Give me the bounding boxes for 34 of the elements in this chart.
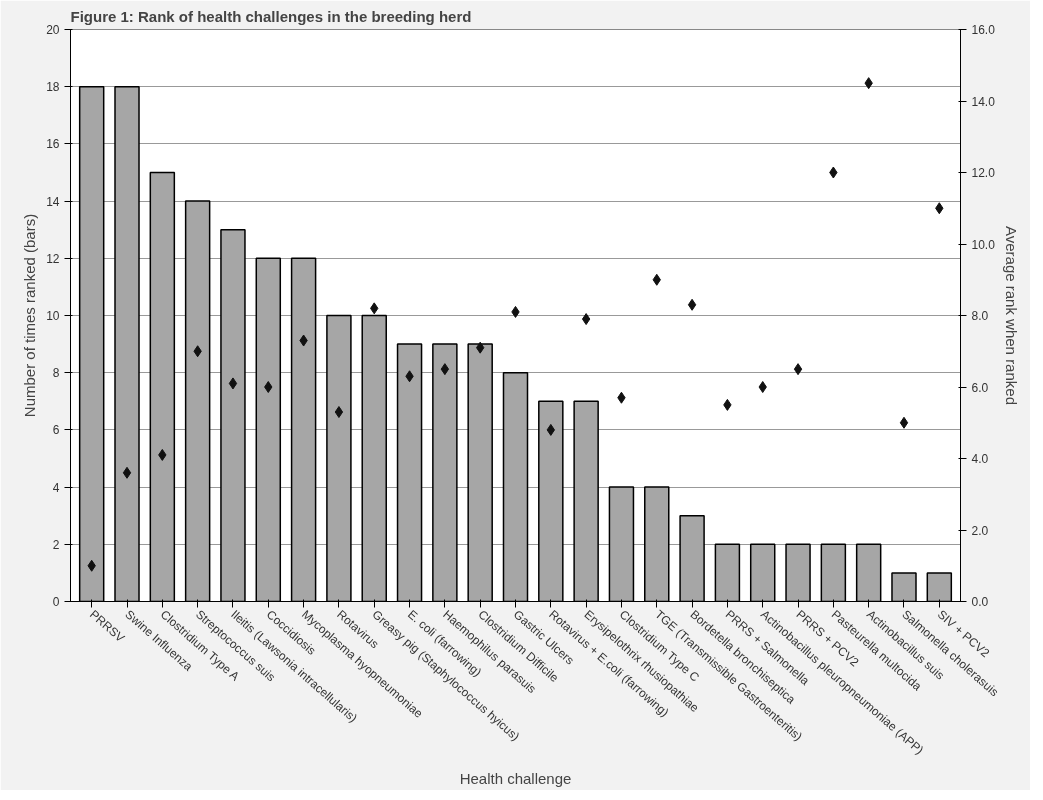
point (581, 313, 591, 326)
point (793, 363, 803, 376)
point (758, 381, 767, 393)
y-tick-label: 2 (52, 537, 60, 552)
y-tick-label: 14 (46, 194, 60, 209)
y2-tick-label: 16.0 (971, 23, 996, 37)
y2-tick-label: 8.0 (971, 309, 989, 323)
point (264, 381, 273, 393)
y-tick-label: 10 (46, 309, 60, 323)
y2-tick-label: 0.0 (971, 595, 989, 609)
y-tick-label: 4 (52, 480, 60, 495)
y-tick-label: 16 (46, 137, 60, 152)
y-tick-label: 18 (46, 80, 60, 95)
y2-tick-label: 4.0 (971, 452, 989, 466)
point (899, 416, 909, 429)
y-tick-label: 20 (46, 23, 60, 37)
x-axis-title: Health challenge (459, 770, 572, 788)
y-tick-label: 0 (52, 595, 60, 609)
point (228, 377, 238, 390)
y-tick-label: 8 (52, 366, 60, 381)
y2-tick-label: 10.0 (971, 237, 996, 252)
point (334, 406, 344, 419)
y2-tick-label: 6.0 (971, 380, 989, 395)
y-tick-label: 12 (46, 251, 60, 266)
y-tick-label: 6 (52, 423, 60, 438)
point (122, 466, 132, 479)
chart-title: Figure 1: Rank of health challenges in the breeding herd (70, 7, 472, 25)
y2-tick-label: 14.0 (971, 94, 996, 109)
point (687, 298, 697, 311)
y2-tick-label: 2.0 (971, 523, 989, 538)
y-axis-title: Number of times ranked (bars) (21, 213, 39, 418)
y2-axis-title: Average rank when ranked (1002, 226, 1020, 406)
point (440, 363, 450, 376)
y2-tick-label: 12.0 (971, 166, 996, 180)
